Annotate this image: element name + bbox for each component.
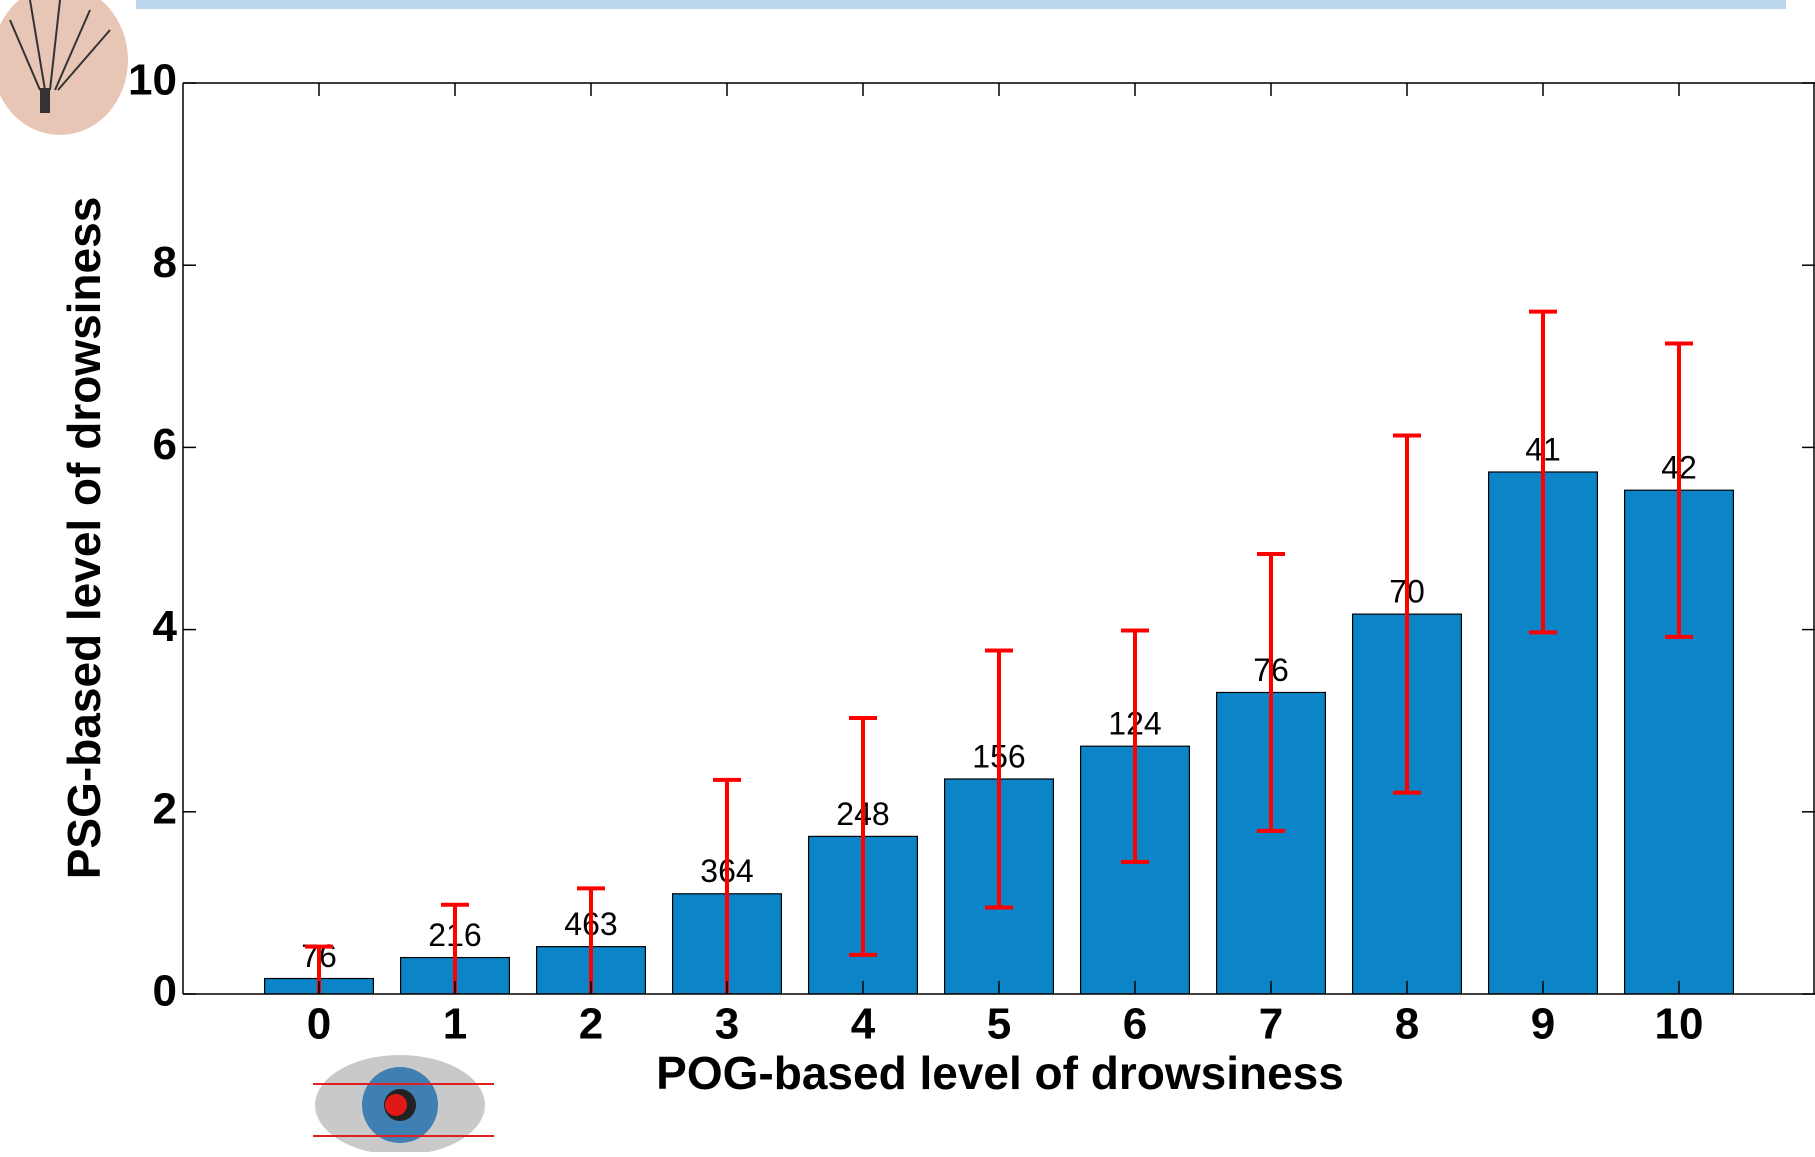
x-tick-label: 8: [1395, 1000, 1419, 1049]
brain-icon: [0, 0, 128, 135]
x-tick-label: 9: [1531, 1000, 1555, 1049]
y-tick-label: 2: [153, 784, 177, 833]
y-axis-label: PSG-based level of drowsiness: [58, 197, 110, 880]
x-tick-label: 6: [1123, 1000, 1147, 1049]
x-tick-label: 7: [1259, 1000, 1283, 1049]
y-tick-label: 10: [128, 56, 177, 105]
x-tick-label: 5: [987, 1000, 1011, 1049]
x-tick-label: 4: [851, 1000, 876, 1049]
y-tick-label: 0: [153, 967, 177, 1016]
y-tick-label: 4: [153, 602, 178, 651]
chart: POG-based level of drowsiness PSG-based …: [0, 0, 1815, 1152]
x-tick-label: 0: [307, 1000, 331, 1049]
y-tick-label: 6: [153, 420, 177, 469]
x-tick-label: 1: [443, 1000, 467, 1049]
y-tick-label: 8: [153, 238, 177, 287]
x-tick-label: 2: [579, 1000, 603, 1049]
x-axis-label: POG-based level of drowsiness: [656, 1047, 1344, 1099]
x-tick-label: 10: [1655, 1000, 1704, 1049]
page: {"chart_data": {"type": "bar", "x_label"…: [0, 0, 1815, 1152]
header-band: [136, 0, 1786, 9]
x-tick-label: 3: [715, 1000, 739, 1049]
eye-icon: [313, 1055, 494, 1152]
